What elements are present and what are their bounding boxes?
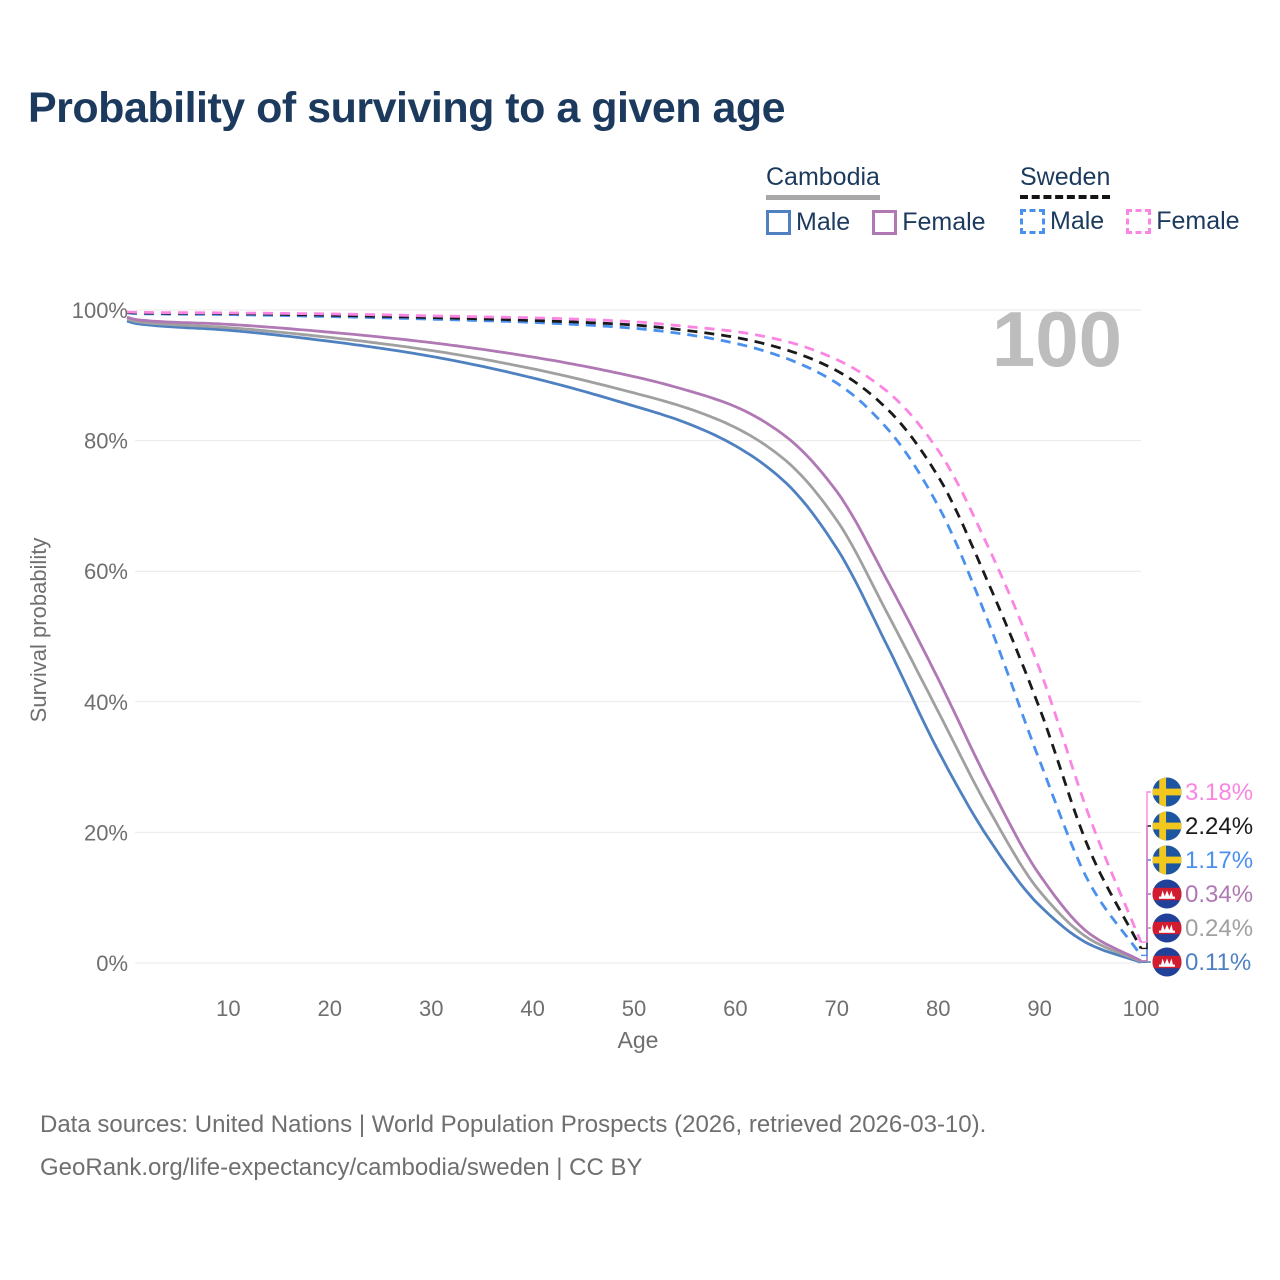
sweden-male-swatch-icon [1020, 209, 1045, 234]
cambodia-male-swatch-icon [766, 210, 791, 235]
data-sources-footer: Data sources: United Nations | World Pop… [40, 1104, 986, 1189]
y-axis-title: Survival probability [26, 538, 51, 723]
y-tick-label: 0% [96, 951, 128, 976]
legend-label: Female [902, 208, 986, 236]
legend-item-sweden-female[interactable]: Female [1126, 207, 1240, 236]
end-label-sweden-female: 3.18% [1185, 779, 1253, 806]
x-tick-label: 60 [723, 996, 747, 1021]
legend-item-cambodia-male[interactable]: Male [766, 208, 850, 237]
legend-group-cambodia: Cambodia Male Female [766, 163, 986, 237]
end-label-cambodia-male: 0.11% [1185, 949, 1251, 976]
x-tick-label: 100 [1123, 996, 1160, 1021]
series-line-cambodia-female[interactable] [126, 315, 1142, 963]
page-title: Probability of surviving to a given age [28, 84, 786, 132]
footer-url-line: GeoRank.org/life-expectancy/cambodia/swe… [40, 1153, 643, 1181]
series-line-sweden-both-sexes[interactable] [126, 310, 1143, 950]
legend-label: Male [1050, 207, 1105, 235]
legend-label: Female [1156, 207, 1240, 235]
x-tick-label: 70 [825, 996, 849, 1021]
x-tick-label: 30 [419, 996, 443, 1021]
sweden-flag-icon [1152, 845, 1182, 875]
end-label-connector [1141, 859, 1151, 957]
series-line-cambodia-both-sexes[interactable] [126, 317, 1142, 963]
x-tick-label: 10 [216, 996, 240, 1021]
end-label-cambodia-female: 0.34% [1185, 881, 1253, 908]
y-tick-label: 40% [84, 690, 128, 715]
cambodia-female-swatch-icon [872, 210, 898, 235]
end-label-sweden-both-sexes: 2.24% [1185, 813, 1253, 840]
sweden-flag-icon [1152, 777, 1182, 807]
end-label-connector [1141, 791, 1151, 943]
footer-sources-line: Data sources: United Nations | World Pop… [40, 1111, 987, 1138]
x-tick-label: 80 [926, 996, 950, 1021]
x-tick-label: 20 [318, 996, 342, 1021]
cambodia-flag-icon [1152, 879, 1182, 909]
end-label-cambodia-both-sexes: 0.24% [1185, 915, 1253, 942]
legend-country-cambodia[interactable]: Cambodia [766, 163, 880, 200]
sweden-female-swatch-icon [1126, 209, 1152, 234]
series-line-sweden-male[interactable] [126, 311, 1143, 957]
end-label-connector [1141, 825, 1151, 950]
legend-group-sweden: Sweden Male Female [1020, 163, 1240, 236]
x-tick-label: 40 [520, 996, 544, 1021]
x-tick-label: 50 [622, 996, 646, 1021]
legend-item-sweden-male[interactable]: Male [1020, 207, 1104, 236]
y-tick-label: 20% [84, 820, 128, 845]
series-line-sweden-female[interactable] [126, 310, 1143, 943]
y-tick-label: 100% [72, 298, 128, 323]
y-tick-label: 80% [84, 429, 128, 454]
end-label-sweden-male: 1.17% [1185, 847, 1253, 874]
sweden-flag-icon [1152, 811, 1182, 841]
legend-country-sweden[interactable]: Sweden [1020, 163, 1111, 199]
series-line-cambodia-male[interactable] [126, 319, 1142, 964]
y-tick-label: 60% [84, 559, 128, 584]
end-label-connector [1141, 927, 1151, 963]
legend-item-cambodia-female[interactable]: Female [872, 208, 986, 237]
x-tick-label: 90 [1027, 996, 1051, 1021]
cambodia-flag-icon [1152, 913, 1182, 943]
x-axis-title: Age [618, 1027, 659, 1053]
legend-label: Male [796, 208, 851, 236]
cambodia-flag-icon [1152, 947, 1182, 977]
chart-legend: Cambodia Male Female Sweden Male Female [0, 163, 1280, 243]
watermark-hover-age: 100 [992, 295, 1122, 383]
